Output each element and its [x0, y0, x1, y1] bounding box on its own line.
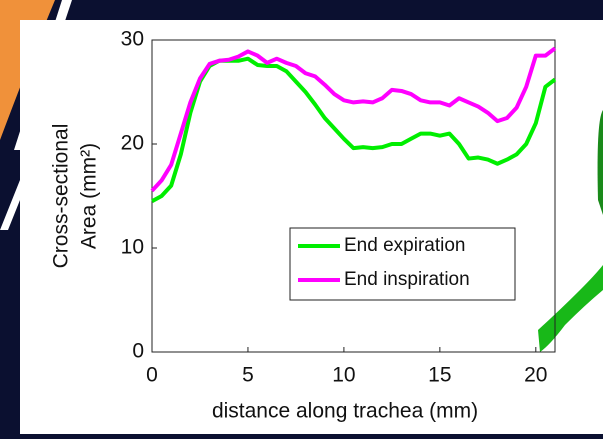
plot: 0 10 20 30 0 5 10 15 20 End expiration End inspira… [121, 28, 557, 387]
x-tick-label: 10 [332, 364, 355, 387]
y-tick-label: 20 [121, 132, 144, 155]
y-axis-label: Area (mm²) [78, 143, 101, 249]
plot-frame [151, 39, 556, 353]
panel [20, 20, 603, 434]
x-tick-label: 20 [524, 364, 547, 387]
legend-box [289, 227, 516, 301]
y-axis-label: Cross-sectional [50, 124, 73, 269]
orange-shape [0, 0, 55, 140]
y-tick-label: 10 [121, 236, 144, 259]
legend-label: End expiration [344, 235, 465, 256]
y-tick-label: 30 [121, 28, 144, 51]
trachea-shape [538, 265, 603, 352]
legend-label: End inspiration [344, 269, 470, 290]
trachea-edge [597, 110, 603, 215]
x-tick-label: 15 [428, 364, 451, 387]
x-axis-label: distance along trachea (mm) [212, 400, 478, 423]
series-line [150, 46, 557, 193]
y-tick-label: 0 [132, 340, 144, 363]
x-tick-label: 0 [146, 364, 158, 387]
x-tick-label: 5 [242, 364, 254, 387]
